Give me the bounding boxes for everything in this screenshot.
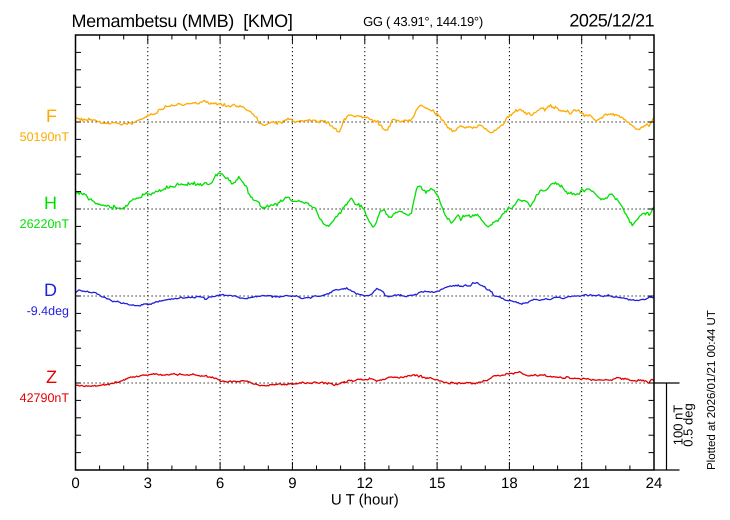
svg-text:Z: Z xyxy=(46,367,57,387)
svg-text:Memambetsu (MMB) [KMO]: Memambetsu (MMB) [KMO] xyxy=(72,11,293,31)
svg-text:18: 18 xyxy=(501,475,518,492)
svg-text:2025/12/21: 2025/12/21 xyxy=(569,11,654,31)
svg-text:-9.4deg: -9.4deg xyxy=(27,304,69,318)
svg-text:Plotted at 2026/01/21 00:44 UT: Plotted at 2026/01/21 00:44 UT xyxy=(706,310,718,470)
svg-text:21: 21 xyxy=(573,475,590,492)
svg-text:42790nT: 42790nT xyxy=(20,391,70,405)
svg-text:GG ( 43.91°, 144.19°): GG ( 43.91°, 144.19°) xyxy=(363,14,483,29)
svg-text:50190nT: 50190nT xyxy=(20,130,70,144)
svg-text:24: 24 xyxy=(646,475,663,492)
svg-text:6: 6 xyxy=(216,475,224,492)
svg-text:H: H xyxy=(44,193,57,213)
svg-text:9: 9 xyxy=(288,475,296,492)
svg-text:26220nT: 26220nT xyxy=(20,217,70,231)
svg-text:D: D xyxy=(44,280,57,300)
svg-text:3: 3 xyxy=(144,475,152,492)
svg-text:0: 0 xyxy=(71,475,79,492)
svg-text:15: 15 xyxy=(429,475,446,492)
svg-text:100 nT0.5 deg: 100 nT0.5 deg xyxy=(670,403,695,446)
svg-text:U T (hour): U T (hour) xyxy=(331,492,399,509)
svg-text:F: F xyxy=(46,106,57,126)
svg-text:12: 12 xyxy=(356,475,373,492)
